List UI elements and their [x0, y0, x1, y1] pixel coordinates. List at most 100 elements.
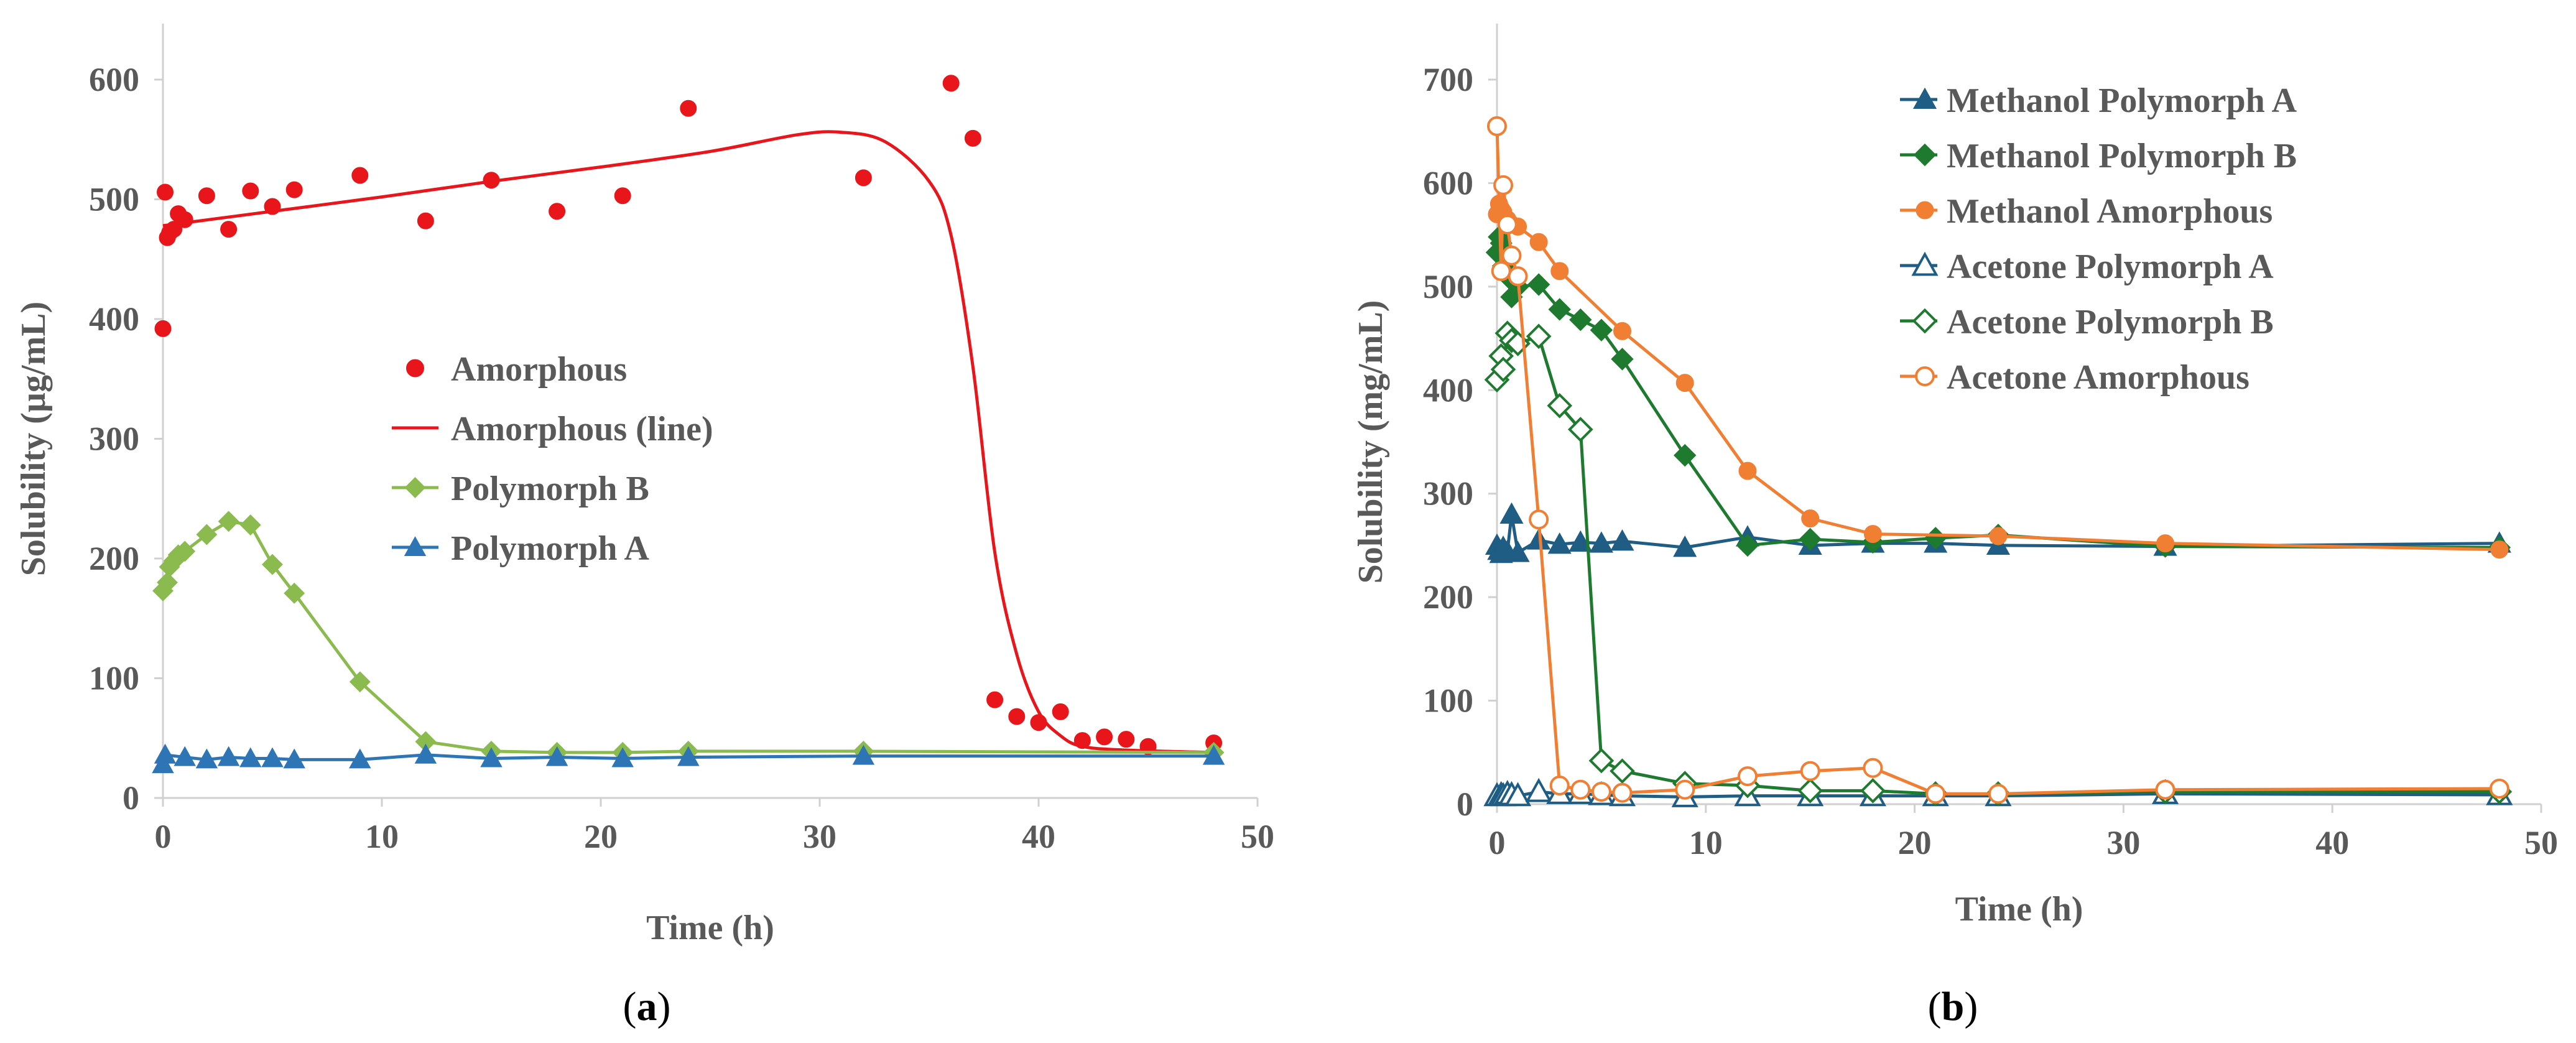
data-point: [414, 743, 437, 764]
data-point: [239, 747, 262, 767]
series-line: [161, 753, 1214, 765]
x-tick-label: 40: [2315, 824, 2349, 861]
data-point: [1008, 708, 1026, 725]
data-point: [349, 748, 371, 769]
x-tick-label: 50: [2524, 824, 2558, 861]
y-axis-label: Solubility (mg/mL): [1351, 300, 1390, 584]
panel-b: 0 100 200 300 400 500 600 700 0 10 20 30 40 50 Time (h…: [1351, 24, 2558, 1029]
caption-close: ): [657, 984, 671, 1029]
data-point: [480, 747, 503, 767]
y-tick-label: 100: [1423, 682, 1473, 720]
data-point: [1569, 308, 1592, 331]
data-point: [964, 129, 981, 147]
caption-open: (: [1928, 984, 1942, 1029]
data-point: [1863, 525, 1882, 544]
data-point: [1590, 318, 1613, 341]
data-point: [1925, 784, 1946, 804]
legend-label: Polymorph B: [451, 470, 649, 508]
data-point: [1737, 766, 1758, 787]
legend-label: Acetone Amorphous: [1947, 358, 2249, 397]
legend-marker: [1912, 308, 1938, 334]
data-point: [195, 748, 218, 769]
data-point: [1612, 782, 1633, 803]
data-point: [1491, 261, 1511, 281]
y-axis-label: Solubility (µg/mL): [14, 302, 53, 576]
legend-entry: Acetone Polymorph A: [1900, 248, 2274, 286]
legend-marker: [1915, 366, 1935, 386]
data-point: [1570, 779, 1591, 800]
y-tick-label: 100: [89, 660, 139, 697]
data-point: [174, 746, 196, 766]
data-point: [1529, 233, 1548, 251]
data-point: [1989, 527, 2008, 545]
legend-entry: Polymorph A: [392, 529, 649, 568]
series-amorphous-line-: [162, 130, 1214, 754]
x-tick-label: 10: [365, 818, 399, 855]
y-tick-label: 400: [89, 300, 139, 338]
data-point: [2490, 540, 2509, 559]
data-point: [1504, 782, 1532, 807]
y-tick-label: 300: [1423, 475, 1473, 512]
data-point: [174, 540, 196, 562]
legend-label: Acetone Polymorph B: [1947, 303, 2274, 341]
data-point: [1613, 322, 1631, 340]
legend-label: Methanol Polymorph B: [1947, 137, 2297, 175]
data-point: [611, 747, 634, 767]
data-point: [1550, 262, 1569, 280]
x-axis-label: Time (h): [1955, 890, 2083, 929]
x-axis-label: Time (h): [646, 909, 774, 947]
y-tick-label: 200: [89, 540, 139, 577]
legend-label: Amorphous (line): [451, 410, 713, 448]
x-tick-label: 40: [1022, 818, 1055, 855]
legend-label: Amorphous: [451, 350, 627, 389]
legend-marker: [1911, 251, 1939, 276]
data-point: [1547, 532, 1572, 554]
y-tick-label: 0: [123, 779, 139, 817]
data-point: [1988, 784, 2008, 804]
data-point: [1526, 323, 1552, 350]
data-point: [1589, 531, 1613, 553]
data-point: [545, 746, 568, 766]
data-point: [176, 211, 193, 228]
legend-label: Acetone Polymorph A: [1947, 248, 2274, 286]
series-line: [1495, 331, 2500, 795]
data-point: [677, 746, 700, 766]
legend-label: Methanol Polymorph A: [1947, 81, 2297, 120]
data-point: [157, 183, 174, 201]
data-point: [1801, 509, 1820, 528]
legend-label: Methanol Amorphous: [1947, 192, 2273, 231]
legend-marker: [1916, 201, 1934, 220]
data-point: [349, 671, 371, 693]
legend-entry: Amorphous: [406, 350, 627, 389]
data-point: [1052, 703, 1069, 720]
x-tick-label: 20: [1898, 824, 1932, 861]
legend-entry: Methanol Amorphous: [1900, 192, 2273, 231]
y-tick-label: 600: [1423, 164, 1473, 202]
data-point: [283, 748, 305, 769]
data-point: [1673, 535, 1697, 557]
caption-letter: a: [637, 984, 657, 1029]
data-point: [1736, 534, 1759, 557]
legend-entry: Acetone Polymorph B: [1900, 303, 2274, 341]
legend-entry: Methanol Polymorph A: [1900, 81, 2297, 120]
data-point: [1863, 758, 1883, 778]
data-point: [1610, 529, 1634, 551]
data-point: [1527, 273, 1550, 296]
data-point: [1675, 374, 1694, 392]
data-point: [1202, 744, 1225, 765]
data-point: [855, 169, 872, 187]
data-point: [285, 181, 303, 198]
y-tick-label: 500: [1423, 268, 1473, 305]
data-point: [262, 554, 283, 575]
x-tick-label: 20: [584, 818, 618, 855]
y-tick-label: 700: [1423, 61, 1473, 98]
legend-marker: [1912, 87, 1937, 109]
data-point: [417, 212, 434, 229]
data-point: [1118, 731, 1135, 748]
data-point: [1860, 778, 1886, 804]
legend-label: Polymorph A: [451, 529, 649, 568]
data-point: [154, 743, 177, 764]
legend-marker: [404, 477, 426, 498]
data-point: [1591, 782, 1611, 802]
data-point: [1548, 298, 1571, 321]
